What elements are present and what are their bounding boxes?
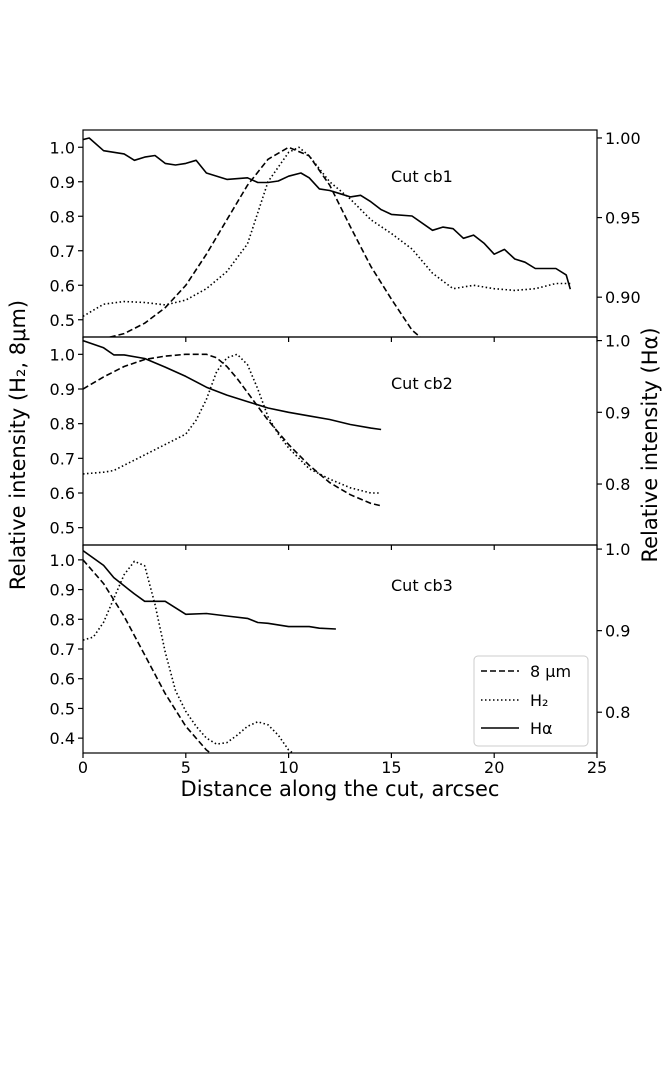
ytick-label-left-cb1-2: 0.7 [50, 242, 75, 261]
legend-label-8um: 8 μm [530, 662, 571, 681]
ytick-label-left-cb3-4: 0.8 [50, 610, 75, 629]
ytick-label-left-cb2-2: 0.7 [50, 449, 75, 468]
ytick-label-left-cb2-3: 0.8 [50, 415, 75, 434]
y-axis-label-left: Relative intensity (H₂, 8μm) [6, 300, 30, 590]
ytick-label-left-cb1-4: 0.9 [50, 173, 75, 192]
xtick-label-2: 10 [278, 758, 298, 777]
ytick-label-left-cb3-0: 0.4 [50, 729, 75, 748]
panel-frame-cb1 [82, 129, 598, 338]
ytick-label-left-cb2-1: 0.6 [50, 484, 75, 503]
series-lines [83, 137, 572, 753]
ytick-label-left-cb1-1: 0.6 [50, 276, 75, 295]
legend-label-ha: Hα [530, 719, 553, 738]
ytick-label-right-cb3-1: 0.9 [605, 622, 630, 641]
annotation-cb2: Cut cb2 [391, 374, 453, 393]
annotation-cb1: Cut cb1 [391, 167, 453, 186]
ytick-label-left-cb3-1: 0.5 [50, 699, 75, 718]
ytick-label-left-cb2-5: 1.0 [50, 345, 75, 364]
ytick-label-right-cb2-2: 1.0 [605, 332, 630, 351]
ytick-label-left-cb3-5: 0.9 [50, 581, 75, 600]
ytick-label-left-cb2-0: 0.5 [50, 519, 75, 538]
legend: 8 μm H₂ Hα [473, 655, 589, 747]
annotation-cb3: Cut cb3 [391, 576, 453, 595]
ytick-label-right-cb2-1: 0.9 [605, 403, 630, 422]
series-8um-cb1 [107, 146, 421, 337]
xtick-label-4: 20 [484, 758, 504, 777]
ytick-label-right-cb2-0: 0.8 [605, 475, 630, 494]
ytick-label-left-cb3-6: 1.0 [50, 551, 75, 570]
ytick-label-left-cb1-0: 0.5 [50, 311, 75, 330]
xtick-label-3: 15 [381, 758, 401, 777]
series-H2-cb3 [83, 560, 294, 753]
series-Ha-cb1 [83, 137, 572, 290]
series-Ha-cb2 [83, 339, 382, 431]
xtick-label-5: 25 [587, 758, 607, 777]
legend-box [473, 655, 589, 747]
ytick-label-left-cb1-3: 0.8 [50, 207, 75, 226]
ytick-label-right-cb1-0: 0.90 [605, 288, 641, 307]
panel-frame-cb2 [82, 336, 598, 546]
xtick-label-1: 5 [181, 758, 191, 777]
axis-ticks: 0.50.60.70.80.91.00.900.951.000.50.60.70… [50, 129, 641, 777]
xtick-label-0: 0 [78, 758, 88, 777]
ytick-label-left-cb2-4: 0.9 [50, 380, 75, 399]
series-8um-cb2 [83, 353, 382, 507]
ytick-label-right-cb3-0: 0.8 [605, 703, 630, 722]
series-Ha-cb3 [83, 550, 336, 630]
series-H2-cb2 [83, 353, 382, 494]
ytick-label-right-cb1-1: 0.95 [605, 209, 641, 228]
panel-frames [82, 129, 598, 754]
y-axis-label-right: Relative intensity (Hα) [638, 327, 662, 562]
ytick-label-left-cb3-3: 0.7 [50, 640, 75, 659]
ytick-label-left-cb3-2: 0.6 [50, 670, 75, 689]
ytick-label-right-cb1-2: 1.00 [605, 129, 641, 148]
ytick-label-right-cb3-2: 1.0 [605, 540, 630, 559]
legend-label-h2: H₂ [530, 691, 548, 710]
x-axis-label: Distance along the cut, arcsec [181, 777, 500, 801]
ytick-label-left-cb1-5: 1.0 [50, 138, 75, 157]
series-8um-cb3 [83, 559, 212, 753]
series-H2-cb1 [83, 146, 571, 317]
